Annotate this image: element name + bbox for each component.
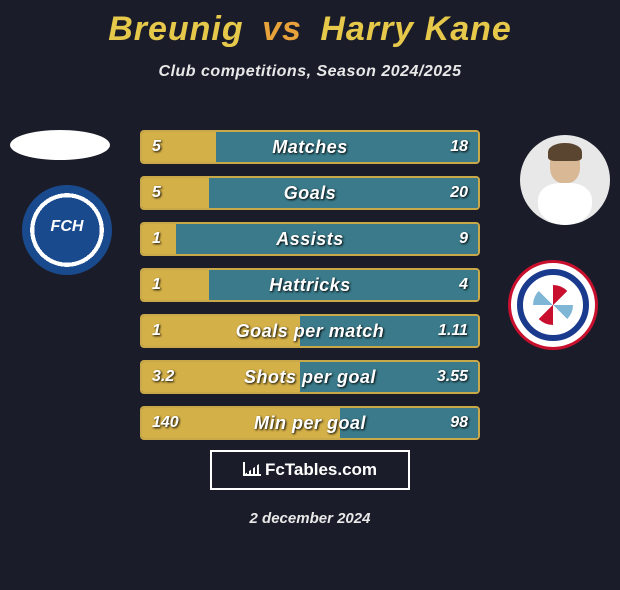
stat-value-right: 4 bbox=[459, 270, 468, 300]
player2-avatar bbox=[520, 135, 610, 225]
brand-text: FcTables.com bbox=[265, 460, 377, 479]
stat-row: 1Goals per match1.11 bbox=[140, 314, 480, 348]
stat-row: 1Assists9 bbox=[140, 222, 480, 256]
stat-bars: 5Matches18 5Goals20 1Assists9 1Hattricks4 1G… bbox=[140, 130, 480, 452]
vs-label: vs bbox=[262, 10, 302, 48]
stat-label: Goals bbox=[142, 178, 478, 208]
brand-watermark: FcTables.com bbox=[210, 450, 410, 490]
stat-value-right: 18 bbox=[450, 132, 468, 162]
subtitle: Club competitions, Season 2024/2025 bbox=[0, 63, 620, 81]
stat-row: 1Hattricks4 bbox=[140, 268, 480, 302]
player2-name: Harry Kane bbox=[320, 10, 511, 48]
comparison-title: Breunig vs Harry Kane bbox=[0, 10, 620, 49]
stat-value-right: 9 bbox=[459, 224, 468, 254]
stat-label: Hattricks bbox=[142, 270, 478, 300]
stat-value-right: 3.55 bbox=[437, 362, 468, 392]
stat-row: 5Goals20 bbox=[140, 176, 480, 210]
stat-row: 5Matches18 bbox=[140, 130, 480, 164]
stat-value-right: 20 bbox=[450, 178, 468, 208]
stat-label: Min per goal bbox=[142, 408, 478, 438]
stat-label: Assists bbox=[142, 224, 478, 254]
player1-avatar bbox=[10, 130, 110, 160]
stat-row: 140Min per goal98 bbox=[140, 406, 480, 440]
snapshot-date: 2 december 2024 bbox=[0, 510, 620, 527]
player1-name: Breunig bbox=[108, 10, 243, 48]
stat-value-right: 1.11 bbox=[438, 316, 468, 346]
stat-row: 3.2Shots per goal3.55 bbox=[140, 360, 480, 394]
stat-value-right: 98 bbox=[450, 408, 468, 438]
stat-label: Matches bbox=[142, 132, 478, 162]
player1-club-badge bbox=[22, 185, 112, 275]
stat-label: Shots per goal bbox=[142, 362, 478, 392]
player2-club-badge bbox=[508, 260, 598, 350]
stat-label: Goals per match bbox=[142, 316, 478, 346]
brand-chart-icon bbox=[243, 462, 261, 476]
